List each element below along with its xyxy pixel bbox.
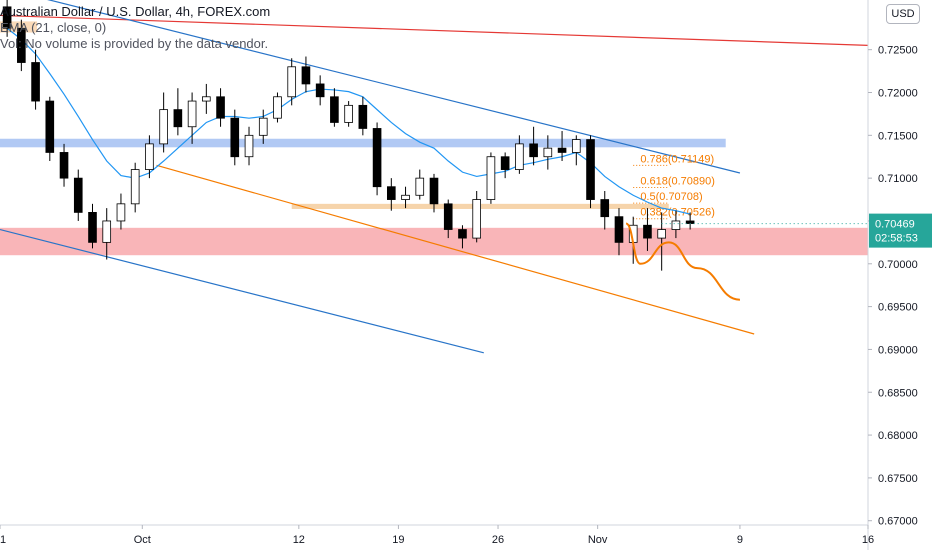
x-tick-label: 12 — [293, 534, 305, 546]
candle — [59, 152, 69, 179]
candle — [187, 100, 197, 128]
candle — [258, 117, 268, 136]
current-price-value: 0.70469 — [875, 219, 915, 231]
legend-title: Australian Dollar / U.S. Dollar, 4h, FOR… — [0, 4, 271, 19]
candle — [73, 177, 83, 213]
candle — [116, 203, 126, 222]
y-tick-label: 0.68500 — [878, 387, 918, 399]
currency-button[interactable]: USD — [886, 4, 920, 24]
candle — [415, 177, 425, 196]
candle — [429, 177, 439, 205]
legend-volume: Vol: No volume is provided by the data v… — [0, 36, 269, 51]
candle — [571, 139, 581, 153]
candle — [515, 143, 524, 170]
y-tick-label: 0.67000 — [878, 516, 918, 528]
candle — [358, 104, 368, 129]
fib-level-label: 0.618(0.70890) — [640, 176, 715, 188]
candle — [643, 224, 652, 239]
candle — [102, 220, 112, 243]
y-tick-label: 0.69500 — [878, 302, 918, 314]
candle — [202, 96, 211, 102]
x-tick-label: 21 — [0, 534, 6, 546]
x-tick-label: 19 — [392, 534, 404, 546]
candle — [159, 109, 168, 145]
candle — [315, 83, 325, 98]
candle — [372, 128, 382, 188]
bar-countdown: 02:58:53 — [875, 233, 918, 245]
candle — [386, 186, 396, 200]
candle — [344, 104, 353, 123]
candle — [273, 96, 282, 119]
y-tick-label: 0.68000 — [878, 430, 918, 442]
y-tick-label: 0.71000 — [878, 173, 918, 185]
candle — [88, 211, 97, 243]
candle — [458, 229, 467, 239]
fib-level-label: 0.382(0.70526) — [640, 207, 715, 219]
candle — [301, 66, 311, 85]
y-tick-label: 0.71500 — [878, 130, 918, 142]
candle — [543, 147, 553, 158]
candle — [557, 147, 567, 153]
candle — [529, 143, 538, 158]
candle — [486, 156, 496, 200]
chart-legend: Australian Dollar / U.S. Dollar, 4h, FOR… — [0, 4, 270, 52]
candle — [45, 100, 55, 153]
support-zone — [0, 227, 868, 256]
x-tick-label: Nov — [588, 534, 608, 546]
candle — [443, 203, 453, 230]
x-tick-label: 26 — [492, 534, 504, 546]
candle — [500, 156, 510, 170]
fib-level-label: 0.786(0.71149) — [640, 153, 714, 165]
candle — [145, 143, 154, 170]
candle — [657, 229, 666, 239]
candle — [671, 220, 681, 230]
candle — [287, 66, 297, 98]
resistance-zone — [0, 138, 726, 148]
candle — [614, 216, 624, 243]
candle — [31, 62, 40, 102]
red-trendline — [0, 14, 869, 46]
candle — [472, 199, 482, 239]
orange-trendline — [156, 164, 755, 335]
projection-path — [625, 222, 741, 301]
x-tick-label: 16 — [862, 534, 874, 546]
candle — [130, 169, 140, 205]
candle — [586, 139, 595, 200]
legend-ema: EMA (21, close, 0) — [0, 20, 107, 35]
x-tick-label: 9 — [737, 534, 743, 546]
candle — [230, 117, 240, 158]
candle — [600, 199, 610, 218]
upper-channel-line — [47, 0, 741, 174]
y-tick-label: 0.72500 — [878, 45, 918, 57]
lower-channel-line — [0, 228, 484, 354]
y-tick-label: 0.69000 — [878, 344, 918, 356]
candle — [173, 109, 183, 128]
candle — [244, 134, 254, 158]
current-price-badge — [869, 213, 932, 248]
fib-level-label: 0.5(0.70708) — [640, 191, 702, 203]
candle — [216, 96, 225, 119]
candle — [330, 96, 339, 123]
x-tick-label: Oct — [134, 534, 151, 546]
candle — [401, 194, 410, 200]
y-tick-label: 0.67500 — [878, 473, 918, 485]
y-tick-label: 0.70000 — [878, 259, 918, 271]
candle — [2, 6, 12, 29]
candle — [17, 27, 26, 63]
y-tick-label: 0.72000 — [878, 87, 918, 99]
legend-highlight — [0, 21, 37, 33]
